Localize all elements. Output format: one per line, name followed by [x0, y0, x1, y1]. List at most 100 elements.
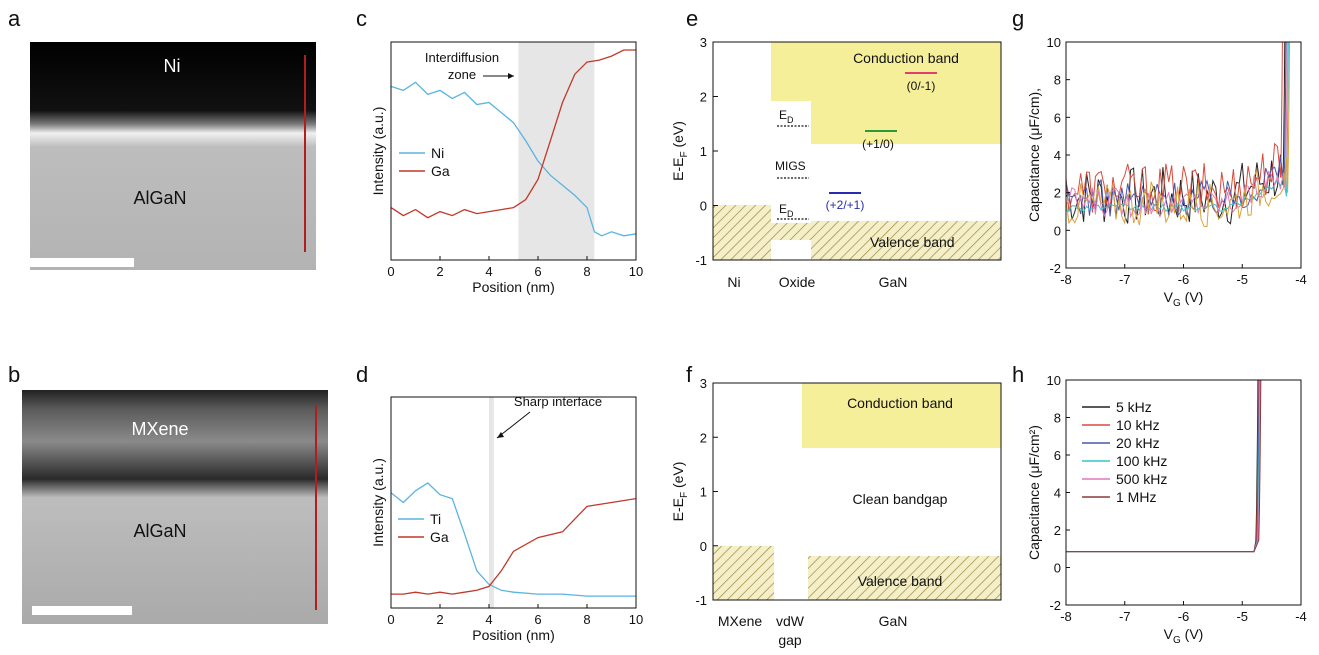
c-series-ni [390, 81, 637, 237]
panel-c-arrowhead [508, 73, 514, 79]
d-legend-label: Ga [430, 529, 449, 545]
panel-e-letter: e [686, 6, 698, 31]
h-xtick-label: -7 [1119, 609, 1131, 624]
g-ytick-label: 0 [1054, 223, 1061, 238]
g-xtick-label: -8 [1060, 272, 1072, 287]
panel-b-bottom-label: AlGaN [133, 521, 186, 541]
panel-f-valence-label: Valence band [858, 573, 943, 589]
h-ytick-label: 4 [1054, 486, 1061, 501]
f-ytick-label: 0 [700, 539, 707, 554]
g-xtick-label: -5 [1236, 272, 1248, 287]
h-xtick-label: -4 [1295, 609, 1307, 624]
h-legend-label: 5 kHz [1116, 399, 1152, 415]
h-frame [1065, 379, 1302, 606]
panel-a-image [30, 42, 316, 270]
panel-c-annotation-1: Interdiffusion [425, 50, 499, 65]
d-xtick-label: 10 [629, 612, 643, 627]
g-xlabel: VG (V) [1164, 289, 1204, 309]
d-legend-label: Ti [430, 511, 441, 527]
panel-e-band-diagram: Conduction band Valence band ED MIGS ED … [713, 42, 1001, 290]
panel-e-level-1: (0/-1) [907, 79, 936, 93]
h-ylabel: Capacitance (μF/cm²) [1026, 425, 1042, 560]
g-ytick-label: 8 [1054, 73, 1061, 88]
panel-f-clean-label: Clean bandgap [853, 491, 948, 507]
h-series-5 [1066, 380, 1262, 553]
h-xtick-label: -5 [1236, 609, 1248, 624]
panel-e-xcat-2: Oxide [779, 274, 816, 290]
d-frame [390, 396, 637, 609]
g-curves [1066, 42, 1291, 228]
panel-e-conduction-lower [811, 101, 1001, 144]
d-ylabel: Intensity (a.u.) [370, 458, 386, 547]
f-ytick-label: -1 [695, 593, 707, 608]
h-legend-label: 1 MHz [1116, 489, 1156, 505]
h-ytick-label: -2 [1049, 598, 1061, 613]
h-ytick-label: 2 [1054, 523, 1061, 538]
c-xtick-label: 6 [534, 264, 541, 279]
g-series-3 [1066, 42, 1289, 213]
panel-e-conduction-label: Conduction band [853, 50, 959, 66]
panel-d-annotation-arrow [496, 411, 531, 439]
panel-f-mxene-fermi [713, 546, 774, 600]
d-xtick-label: 2 [436, 612, 443, 627]
c-xtick-label: 2 [436, 264, 443, 279]
d-series-ga [391, 497, 637, 595]
panel-f-gan-valence [808, 556, 1001, 600]
panel-g-letter: g [1012, 6, 1024, 31]
e-ylabel: E-EF (eV) [670, 121, 690, 181]
g-xtick-label: -6 [1178, 272, 1190, 287]
h-xlabel: VG (V) [1164, 626, 1204, 646]
panel-e-xcat-3: GaN [879, 274, 908, 290]
f-ytick-label: 1 [700, 485, 707, 500]
g-series-2 [1066, 42, 1287, 217]
c-frame [390, 41, 637, 261]
panel-f-xcat-3: GaN [879, 613, 908, 629]
h-legend-label: 10 kHz [1116, 417, 1160, 433]
panel-f-conduction-label: Conduction band [847, 395, 953, 411]
d-xtick-label: 8 [583, 612, 590, 627]
e-ytick-label: -1 [695, 253, 707, 268]
panel-f-conduction [802, 383, 1001, 448]
c-xlabel: Position (nm) [472, 279, 554, 295]
panel-e-xcat-1: Ni [727, 274, 740, 290]
panel-h-letter: h [1012, 362, 1024, 387]
c-ylabel: Intensity (a.u.) [370, 107, 386, 196]
panel-d-letter: d [356, 362, 368, 387]
c-legend-label: Ga [431, 163, 450, 179]
e-ytick-label: 3 [700, 35, 707, 50]
panel-f-band-diagram: Conduction band Clean bandgap Valence ba… [713, 383, 1001, 648]
panel-h-plot: -8 -7 -6 -5 -4 10 8 6 4 2 0 -2 VG (V) Capacitance (μF… [1026, 373, 1307, 646]
c-xtick-label: 4 [485, 264, 492, 279]
c-series-ga [390, 49, 636, 219]
panel-e-level-3: (+2/+1) [826, 198, 865, 212]
g-xtick-label: -7 [1119, 272, 1131, 287]
c-xtick-label: 10 [629, 264, 643, 279]
panel-b-letter: b [8, 362, 20, 387]
e-ytick-label: 2 [700, 90, 707, 105]
panel-c-letter: c [356, 6, 367, 31]
c-legend-label: Ni [431, 145, 444, 161]
h-xtick-label: -6 [1178, 609, 1190, 624]
g-series-1 [1066, 42, 1283, 215]
panel-a-letter: a [8, 6, 21, 31]
d-xtick-label: 6 [534, 612, 541, 627]
g-ytick-label: 10 [1047, 35, 1061, 50]
h-legend-label: 500 kHz [1116, 471, 1167, 487]
g-ytick-label: 2 [1054, 186, 1061, 201]
g-ytick-label: 6 [1054, 110, 1061, 125]
g-ytick-label: 4 [1054, 148, 1061, 163]
panel-d-annotation: Sharp interface [514, 394, 602, 409]
panel-g-plot: -8 -7 -6 -5 -4 10 8 6 4 2 0 -2 VG (V) Capacitance (μF… [1026, 35, 1307, 309]
c-xtick-label: 0 [387, 264, 394, 279]
e-ytick-label: 1 [700, 144, 707, 159]
c-shaded-region [518, 42, 595, 260]
g-ytick-label: -2 [1049, 261, 1061, 276]
panel-f-xcat-1: MXene [718, 613, 763, 629]
h-legend-label: 20 kHz [1116, 435, 1160, 451]
panel-d-plot: 0 2 4 6 8 10 Position (nm) Intensity (a.u.) Ti Ga [370, 396, 643, 643]
h-curves [1066, 380, 1262, 553]
h-ytick-label: 6 [1054, 448, 1061, 463]
panel-d-arrowhead [497, 432, 504, 438]
d-xlabel: Position (nm) [472, 627, 554, 643]
